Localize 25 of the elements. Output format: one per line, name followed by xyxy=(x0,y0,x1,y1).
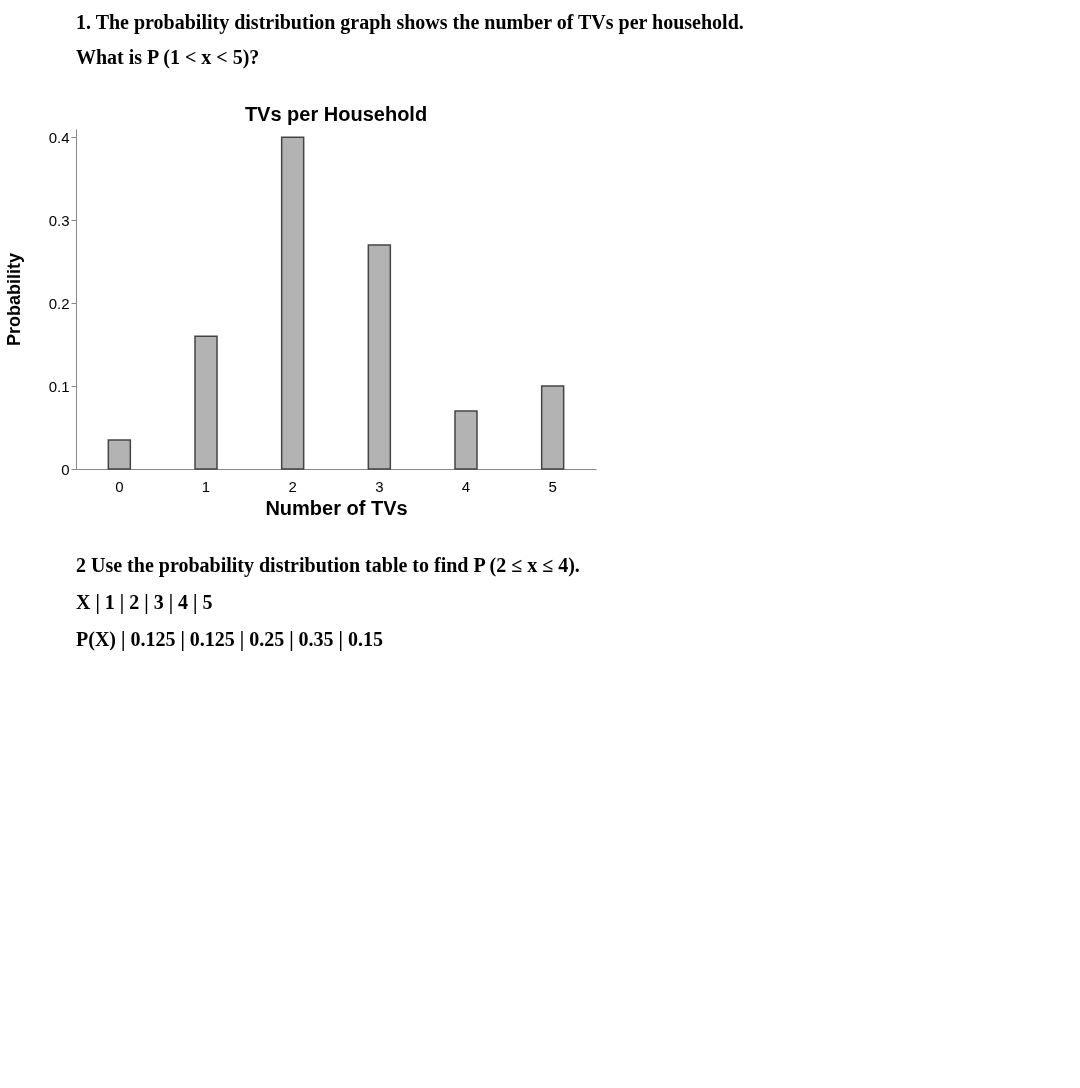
y-tick-label: 0.1 xyxy=(48,377,70,395)
text: P(X) | 0.125 | 0.125 | 0.25 | 0.35 | 0.15 xyxy=(76,627,384,651)
chart-title: TVs per Household xyxy=(244,103,428,125)
x-tick-label: 5 xyxy=(548,477,557,495)
bar xyxy=(280,136,305,470)
text: 2 Use the probability distribution table to find P (2 ≤ x ≤ 4). xyxy=(76,554,580,578)
bar xyxy=(367,244,392,470)
x-tick-label: 4 xyxy=(461,477,471,495)
y-axis-title: Probability xyxy=(3,252,24,347)
x-tick-label: 1 xyxy=(201,477,211,495)
bar xyxy=(454,410,478,470)
x-tick-label: 0 xyxy=(115,477,124,495)
text: What is P (1 < x < 5)? xyxy=(76,45,260,69)
bar xyxy=(107,439,132,470)
y-tick-label: 0.4 xyxy=(48,128,70,146)
text: 1. The probability distribution graph shows the number of TVs per household. xyxy=(76,10,744,34)
bar xyxy=(540,385,565,470)
x-tick-label: 2 xyxy=(288,477,297,495)
x-axis-title: Number of TVs xyxy=(265,496,408,519)
y-tick-label: 0.2 xyxy=(48,294,70,312)
text: X | 1 | 2 | 3 | 4 | 5 xyxy=(76,591,213,614)
y-tick-label: 0.3 xyxy=(48,211,70,229)
bar xyxy=(194,335,218,470)
y-tick-label: 0 xyxy=(61,460,70,478)
x-tick-label: 3 xyxy=(375,477,384,495)
